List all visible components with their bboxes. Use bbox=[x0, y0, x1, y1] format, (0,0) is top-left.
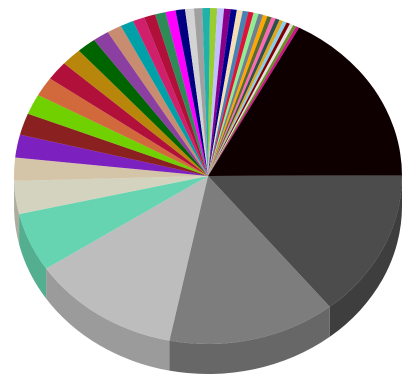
pie-slice bbox=[184, 8, 208, 177]
pie-slice-side bbox=[19, 214, 47, 299]
pie-slice bbox=[46, 176, 209, 341]
pie-slice bbox=[208, 8, 231, 177]
pie-slice bbox=[133, 17, 208, 177]
pie-slice bbox=[208, 13, 264, 176]
pie-top-faces bbox=[14, 8, 402, 344]
pie-slice bbox=[14, 176, 208, 215]
pie-slice-side bbox=[169, 306, 330, 374]
pie-slice bbox=[208, 12, 259, 177]
pie-slice bbox=[208, 10, 249, 176]
pie-slice bbox=[208, 17, 276, 176]
pie-slice bbox=[208, 27, 402, 176]
pie-slice bbox=[208, 22, 290, 177]
pie-slice bbox=[208, 26, 300, 176]
pie-slice bbox=[49, 63, 208, 176]
pie-slice bbox=[27, 94, 209, 176]
pie-slice-side bbox=[14, 180, 20, 245]
pie-slice bbox=[155, 12, 208, 176]
pie-slice bbox=[208, 8, 218, 177]
pie-slice bbox=[208, 25, 297, 176]
pie-slice bbox=[193, 8, 208, 177]
pie-slice bbox=[208, 175, 402, 307]
pie-slice bbox=[208, 16, 272, 176]
pie-slice-side bbox=[329, 176, 402, 337]
pie-slice bbox=[19, 176, 209, 269]
pie-slice bbox=[208, 21, 287, 176]
pie-slice bbox=[208, 8, 225, 177]
pie-slice bbox=[208, 23, 294, 176]
pie-slice-side bbox=[46, 268, 170, 371]
pie-slice bbox=[64, 50, 209, 176]
pie-slice bbox=[208, 19, 284, 176]
pie-slice bbox=[208, 9, 243, 176]
pie-slice bbox=[208, 18, 280, 176]
pie-side-walls bbox=[14, 176, 402, 374]
pie-slice bbox=[94, 32, 208, 177]
pie-slice bbox=[165, 10, 208, 177]
pie-slice bbox=[15, 134, 208, 176]
pie-slice bbox=[78, 40, 208, 177]
pie-slice bbox=[175, 9, 208, 177]
pie-slice bbox=[38, 78, 208, 176]
pie-slice bbox=[202, 8, 211, 177]
pie-slice bbox=[208, 11, 254, 177]
pie-slice bbox=[19, 113, 208, 176]
pie-slice bbox=[107, 25, 208, 176]
pie-slice bbox=[208, 9, 237, 176]
pie-slice bbox=[144, 14, 208, 176]
pie-slice bbox=[14, 157, 209, 181]
pie-slice bbox=[208, 14, 268, 177]
pie-slice bbox=[169, 176, 330, 344]
pie-slice bbox=[120, 21, 208, 176]
